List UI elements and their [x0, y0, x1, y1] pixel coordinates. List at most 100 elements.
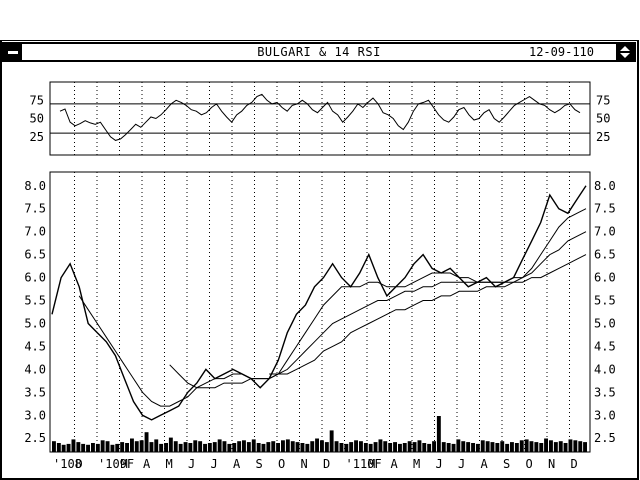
volume-bar	[281, 440, 285, 452]
volume-bar	[266, 442, 271, 452]
price-tick-left-11: 8.0	[24, 179, 46, 193]
price-tick-left-1: 3.0	[24, 408, 46, 422]
volume-bar	[183, 442, 188, 452]
volume-bar	[154, 439, 159, 452]
x-tick-label-10: O	[278, 457, 285, 471]
volume-bar	[76, 442, 81, 452]
volume-bar	[144, 432, 149, 452]
volume-bar	[320, 440, 324, 452]
x-tick-label-1: D	[76, 457, 83, 471]
x-tick-label-11: N	[301, 457, 308, 471]
rsi-tick-left-0: 25	[30, 130, 44, 144]
volume-bar	[227, 443, 232, 452]
volume-bar	[276, 443, 280, 452]
moving-average-line-3	[269, 254, 587, 375]
volume-bar	[178, 443, 183, 452]
volume-bar	[334, 441, 339, 452]
x-tick-label-18: J	[458, 457, 465, 471]
price-tick-right-0: 2.5	[594, 431, 616, 445]
volume-bar	[534, 442, 539, 452]
volume-bar	[71, 439, 76, 452]
volume-bar	[558, 441, 563, 452]
x-tick-label-15: A	[391, 457, 399, 471]
window-date: 12-09-110	[528, 45, 594, 59]
x-tick-label-13: '110F	[346, 457, 382, 471]
volume-bar	[466, 442, 471, 452]
volume-bar	[432, 441, 436, 452]
arrow-down-icon	[620, 53, 630, 58]
price-tick-left-5: 5.0	[24, 316, 46, 330]
volume-bar	[149, 442, 154, 452]
volume-bar	[544, 438, 548, 452]
x-tick-label-3: M	[121, 457, 128, 471]
volume-bar	[339, 443, 344, 452]
rsi-tick-right-2: 75	[596, 93, 610, 107]
volume-bar	[246, 442, 251, 452]
volume-bar	[378, 439, 383, 452]
price-tick-right-11: 8.0	[594, 179, 616, 193]
volume-bar	[290, 441, 295, 452]
window-frame	[0, 40, 639, 480]
volume-bar	[446, 443, 451, 452]
volume-bar	[553, 442, 558, 452]
price-line	[51, 185, 587, 421]
x-tick-label-22: N	[548, 457, 555, 471]
volume-bar	[436, 416, 441, 452]
volume-bar	[86, 444, 90, 452]
volume-bar	[505, 443, 510, 452]
price-tick-left-2: 3.5	[24, 385, 46, 399]
volume-bar	[524, 439, 529, 452]
volume-bar	[461, 441, 466, 452]
arrow-up-icon	[620, 46, 630, 51]
system-menu-icon	[8, 51, 18, 54]
x-tick-label-21: O	[526, 457, 533, 471]
price-tick-left-9: 7.0	[24, 225, 46, 239]
volume-bar	[315, 438, 319, 452]
volume-bar	[412, 442, 417, 452]
volume-bar	[173, 441, 178, 452]
price-tick-left-6: 5.5	[24, 294, 46, 308]
volume-bar	[324, 442, 329, 452]
price-tick-right-2: 3.5	[594, 385, 616, 399]
volume-bar	[217, 439, 222, 452]
x-tick-label-0: '108	[53, 457, 82, 471]
x-tick-label-19: A	[481, 457, 489, 471]
volume-bar	[256, 443, 261, 452]
volume-bar	[398, 443, 402, 452]
volume-bar	[168, 437, 173, 452]
x-tick-label-6: J	[188, 457, 195, 471]
volume-bar	[61, 444, 66, 452]
volume-bar	[242, 440, 246, 452]
price-tick-left-4: 4.5	[24, 339, 46, 353]
volume-bar	[583, 442, 587, 452]
volume-bar	[232, 443, 237, 452]
x-tick-label-4: A	[143, 457, 151, 471]
volume-bar	[578, 441, 583, 452]
moving-average-line-1	[78, 208, 587, 407]
volume-bar	[66, 443, 71, 452]
volume-bar	[193, 440, 198, 452]
price-tick-right-3: 4.0	[594, 362, 616, 376]
x-tick-label-12: D	[323, 457, 330, 471]
rsi-panel-frame	[49, 81, 591, 156]
price-tick-left-3: 4.0	[24, 362, 46, 376]
volume-bar	[105, 441, 110, 452]
volume-bar	[110, 444, 115, 452]
maximize-button[interactable]	[616, 44, 634, 60]
volume-bar	[417, 440, 422, 452]
x-tick-label-17: J	[436, 457, 443, 471]
system-menu-button[interactable]	[4, 44, 22, 60]
volume-bar	[573, 440, 578, 452]
rsi-tick-left-1: 50	[30, 112, 44, 126]
volume-bar	[305, 443, 310, 452]
volume-bar	[251, 439, 256, 452]
volume-bar	[310, 441, 315, 452]
volume-bar	[139, 440, 144, 452]
volume-bar	[514, 443, 519, 452]
rsi-tick-right-0: 25	[596, 130, 610, 144]
volume-bar	[383, 441, 388, 452]
window-title: BULGARI & 14 RSI	[257, 45, 381, 59]
volume-bar	[451, 443, 456, 452]
volume-bar	[490, 442, 495, 452]
volume-bar	[56, 443, 61, 452]
